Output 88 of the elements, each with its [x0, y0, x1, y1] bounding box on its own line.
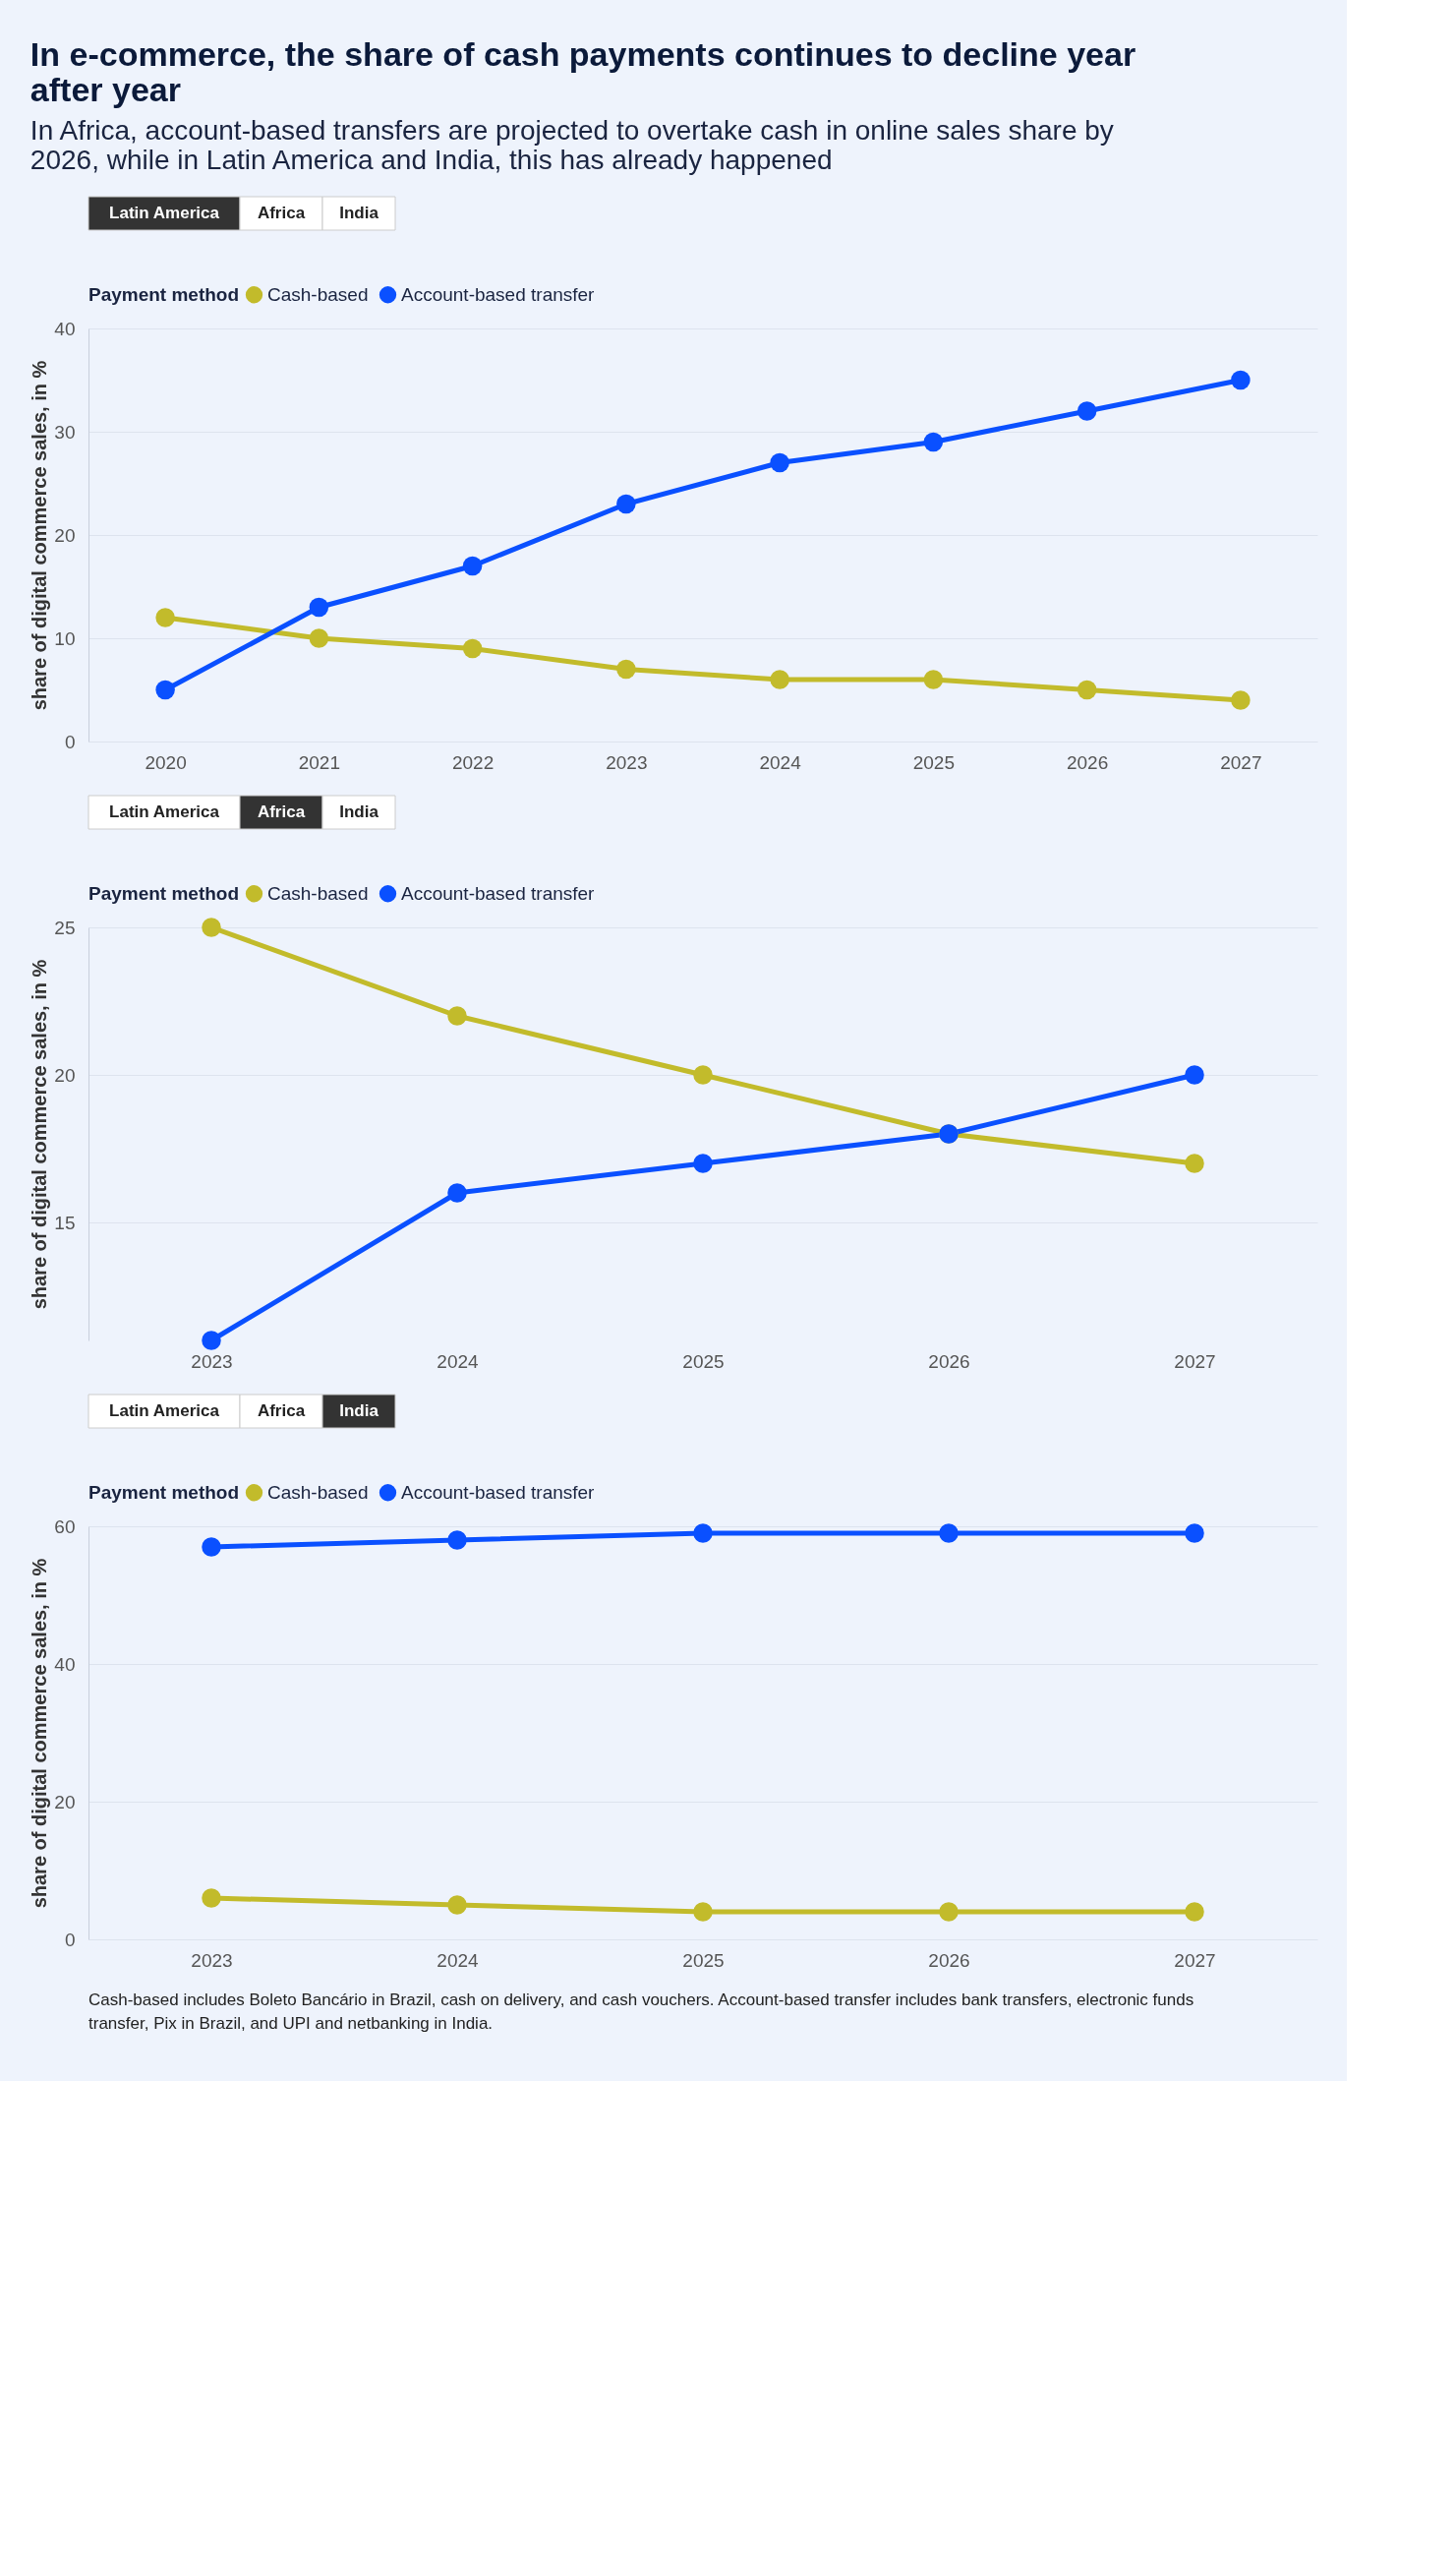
y-axis-title: share of digital commerce sales, in % [29, 1558, 51, 1909]
y-tick-label: 25 [54, 917, 76, 938]
point [1185, 1523, 1204, 1543]
point [1077, 680, 1097, 700]
point [939, 1902, 959, 1922]
y-tick-label: 40 [54, 318, 76, 339]
point [770, 452, 789, 473]
x-tick-label: 2025 [912, 751, 956, 773]
point [447, 1183, 467, 1203]
legend-title: Payment method [88, 1482, 240, 1503]
point [309, 628, 329, 648]
point [155, 608, 175, 627]
text: Africa [257, 204, 306, 222]
point [202, 1888, 221, 1908]
point [939, 1523, 959, 1543]
y-axis-title: share of digital commerce sales, in % [29, 959, 51, 1310]
y-tick-label: 20 [54, 1064, 76, 1086]
text: India [339, 204, 379, 222]
x-tick-label: 2026 [928, 1949, 970, 1971]
x-tick-label: 2022 [451, 751, 495, 773]
x-tick-label: 2023 [191, 1350, 233, 1372]
point [693, 1154, 713, 1173]
point [155, 680, 175, 700]
point [1077, 401, 1097, 421]
point [202, 1537, 221, 1557]
y-tick-label: 15 [54, 1212, 76, 1233]
x-tick-label: 2027 [1174, 1949, 1216, 1971]
text: India [339, 802, 379, 821]
point [1185, 1154, 1204, 1173]
text: Africa [257, 1401, 306, 1420]
point [770, 670, 789, 689]
legend-label: Cash-based [267, 1481, 369, 1503]
x-tick-label: 2024 [437, 1949, 480, 1971]
chart-subtitle: In Africa, account-based transfers are projected to overtake cash in online sales share by 2026, while in Latin America and India, this has already happened [29, 115, 1114, 175]
legend-label: Account-based transfer [401, 283, 596, 305]
point [923, 432, 944, 452]
point [1231, 690, 1251, 710]
text: Latin America [109, 1401, 220, 1420]
legend-title: Payment method [88, 883, 240, 904]
x-tick-label: 2027 [1220, 751, 1262, 773]
y-tick-label: 10 [54, 627, 76, 649]
text: Africa [257, 802, 306, 821]
point [309, 597, 329, 618]
text: Latin America [109, 802, 220, 821]
legend-label: Account-based transfer [401, 882, 596, 904]
legend-title: Payment method [88, 284, 240, 305]
point [202, 918, 221, 937]
legend-label: Account-based transfer [401, 1481, 596, 1503]
text: Latin America [109, 204, 220, 222]
point [1231, 370, 1251, 390]
x-tick-label: 2026 [1066, 751, 1109, 773]
y-tick-label: 20 [54, 524, 76, 546]
x-tick-label: 2026 [928, 1350, 970, 1372]
point [1185, 1902, 1204, 1922]
y-tick-label: 30 [54, 421, 76, 443]
y-tick-label: 40 [54, 1653, 76, 1675]
x-tick-label: 2027 [1174, 1350, 1216, 1372]
point [447, 1006, 467, 1026]
point [693, 1902, 713, 1922]
x-tick-label: 2023 [606, 751, 648, 773]
x-tick-label: 2023 [191, 1949, 233, 1971]
x-tick-label: 2025 [682, 1350, 725, 1372]
point [693, 1065, 713, 1085]
y-tick-label: 0 [64, 731, 76, 752]
x-tick-label: 2020 [145, 751, 187, 773]
x-tick-label: 2021 [298, 751, 341, 773]
x-tick-label: 2024 [759, 751, 802, 773]
x-tick-label: 2025 [682, 1949, 725, 1971]
point [462, 556, 483, 576]
x-tick-label: 2024 [437, 1350, 480, 1372]
y-axis-title: share of digital commerce sales, in % [29, 360, 51, 711]
point [447, 1530, 467, 1550]
chart-title: In e-commerce, the share of cash payments continues to decline year after year [29, 35, 1136, 108]
point [447, 1895, 467, 1915]
point [923, 670, 944, 689]
text: India [339, 1401, 379, 1420]
text: Cash-based includes Boleto Bancário in Brazil, cash on delivery, and cash vouchers. Account-based transfer includes bank transfers, electronic funds transfer, Pix in Brazil, and UPI and netbanking in India. [88, 1990, 1194, 2033]
y-tick-label: 60 [54, 1515, 76, 1537]
legend-label: Cash-based [267, 283, 369, 305]
point [616, 494, 636, 514]
point [616, 659, 636, 680]
legend-label: Cash-based [267, 882, 369, 904]
point [693, 1523, 713, 1543]
y-tick-label: 0 [64, 1929, 76, 1950]
point [202, 1331, 221, 1350]
point [462, 638, 483, 659]
y-tick-label: 20 [54, 1791, 76, 1812]
point [1185, 1065, 1204, 1085]
